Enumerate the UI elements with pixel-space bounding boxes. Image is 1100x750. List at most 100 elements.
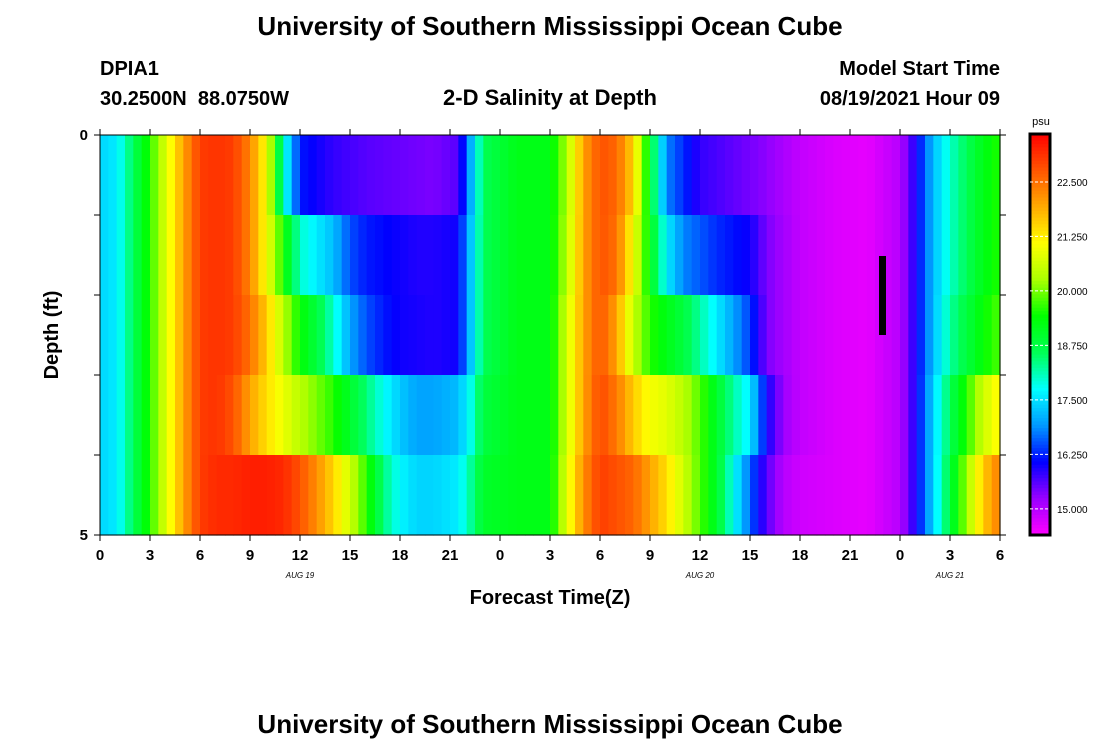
colorbar-segment [1030,174,1050,179]
heatmap-cell [758,375,768,456]
heatmap-cell [758,295,768,376]
heatmap-cell [858,455,868,536]
heatmap-cell [866,135,876,216]
heatmap-cell [591,455,601,536]
heatmap-cell [216,295,226,376]
heatmap-cell [933,135,943,216]
heatmap-cell [983,215,993,296]
heatmap-cell [408,455,418,536]
colorbar-segment [1030,254,1050,259]
heatmap-cell [466,455,476,536]
model-start-label: Model Start Time [839,58,1000,80]
colorbar-segment [1030,297,1050,302]
date-label: AUG 19 [285,571,315,580]
heatmap-cell [883,215,893,296]
station-marker [879,256,886,335]
heatmap-cell [725,215,734,296]
heatmap-cell [433,215,443,296]
heatmap-cell [991,295,1001,376]
heatmap-cell [683,455,693,536]
colorbar-segment [1030,154,1050,158]
heatmap-cell [708,295,718,376]
heatmap-cell [100,295,109,376]
heatmap-cell [866,375,876,456]
heatmap-cell [116,295,126,376]
heatmap-cell [675,215,684,296]
colorbar-segment [1030,244,1050,249]
heatmap-cell [375,215,384,296]
heatmap-cell [366,375,376,456]
heatmap-cell [550,455,559,536]
heatmap-cell [950,295,959,376]
heatmap-cell [941,295,951,376]
colorbar-segment [1030,167,1050,172]
heatmap-cell [583,295,593,376]
colorbar-segment [1030,484,1050,489]
heatmap-cell [625,295,634,376]
heatmap-cell [916,295,926,376]
heatmap-cell [450,375,459,456]
heatmap-cell [300,215,309,296]
heatmap-cell [666,455,676,536]
heatmap-cell [291,135,301,216]
heatmap-cell [533,215,543,296]
heatmap-cell [750,455,759,536]
heatmap-cell [800,455,809,536]
colorbar-label: 17.500 [1057,396,1088,407]
heatmap-cell [200,135,209,216]
heatmap-cell [375,135,384,216]
colorbar-segment [1030,461,1050,466]
heatmap-cell [400,295,409,376]
heatmap-cell [158,215,168,296]
colorbar-segment [1030,454,1050,459]
colorbar-segment [1030,197,1050,202]
heatmap-cell [491,455,501,536]
x-tick-label: 3 [146,547,154,564]
heatmap-cell [116,215,126,296]
heatmap-cell [658,455,668,536]
heatmap-cell [758,135,768,216]
heatmap-cell [208,135,218,216]
heatmap-cell [958,135,968,216]
heatmap-cell [191,135,201,216]
heatmap-cell [641,375,651,456]
colorbar-segment [1030,304,1050,309]
heatmap-cell [791,375,801,456]
heatmap-cell [416,135,426,216]
heatmap-cell [766,215,776,296]
heatmap-cell [750,215,759,296]
heatmap-cell [716,375,726,456]
heatmap-cell [900,375,909,456]
heatmap-cell [733,215,743,296]
heatmap-cell [500,295,509,376]
heatmap-cell [575,455,584,536]
heatmap-cell [858,375,868,456]
heatmap-cell [258,455,268,536]
colorbar-segment [1030,347,1050,352]
heatmap-cell [441,455,451,536]
heatmap-cell [325,375,334,456]
heatmap-cell [308,375,318,456]
x-tick-label: 9 [246,547,254,564]
heatmap-cell [966,295,976,376]
heatmap-cell [500,135,509,216]
colorbar-segment [1030,144,1050,148]
heatmap-cell [775,295,784,376]
heatmap-cell [508,295,518,376]
heatmap-cell [558,135,568,216]
heatmap-cell [525,375,534,456]
heatmap-cell [425,375,434,456]
heatmap-cell [825,135,834,216]
heatmap-cell [858,135,868,216]
heatmap-cell [400,135,409,216]
heatmap-cell [850,215,859,296]
heatmap-cell [525,215,534,296]
heatmap-cell [275,135,284,216]
heatmap-cell [358,455,368,536]
colorbar-segment [1030,401,1050,406]
heatmap-cell [275,215,284,296]
heatmap-cell [975,135,984,216]
colorbar-segment [1030,394,1050,399]
heatmap-cell [641,135,651,216]
heatmap-cell [100,135,109,216]
